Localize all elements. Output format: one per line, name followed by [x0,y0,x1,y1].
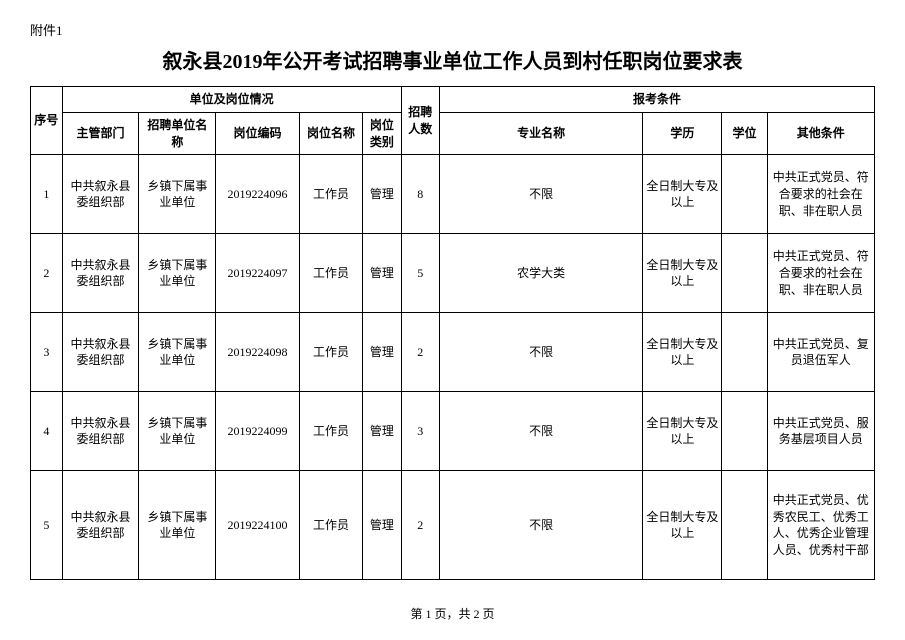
cell-seq: 4 [31,392,63,471]
cell-major: 不限 [439,155,642,234]
cell-postype: 管理 [363,471,401,580]
cell-count: 3 [401,392,439,471]
cell-major: 不限 [439,471,642,580]
cell-other: 中共正式党员、服务基层项目人员 [767,392,874,471]
cell-edu: 全日制大专及以上 [643,234,722,313]
col-seq: 序号 [31,87,63,155]
cell-count: 2 [401,313,439,392]
cell-major: 不限 [439,392,642,471]
cell-degree [722,155,767,234]
cell-seq: 2 [31,234,63,313]
col-major: 专业名称 [439,112,642,155]
cell-dept: 中共叙永县委组织部 [62,313,139,392]
cell-other: 中共正式党员、符合要求的社会在职、非在职人员 [767,234,874,313]
cell-seq: 5 [31,471,63,580]
col-edu: 学历 [643,112,722,155]
cell-dept: 中共叙永县委组织部 [62,392,139,471]
cell-major: 不限 [439,313,642,392]
cell-edu: 全日制大专及以上 [643,392,722,471]
cell-edu: 全日制大专及以上 [643,471,722,580]
cell-major: 农学大类 [439,234,642,313]
cell-unit: 乡镇下属事业单位 [139,392,216,471]
page-title: 叙永县2019年公开考试招聘事业单位工作人员到村任职岗位要求表 [30,45,875,74]
cell-postype: 管理 [363,155,401,234]
col-dept: 主管部门 [62,112,139,155]
cell-degree [722,471,767,580]
cell-degree [722,313,767,392]
cell-edu: 全日制大专及以上 [643,313,722,392]
cell-code: 2019224097 [216,234,300,313]
cell-unit: 乡镇下属事业单位 [139,155,216,234]
cell-edu: 全日制大专及以上 [643,155,722,234]
cell-seq: 1 [31,155,63,234]
cell-posname: 工作员 [299,313,362,392]
cell-code: 2019224096 [216,155,300,234]
requirements-table: 序号 单位及岗位情况 招聘人数 报考条件 主管部门 招聘单位名称 岗位编码 岗位… [30,86,875,580]
table-row: 4中共叙永县委组织部乡镇下属事业单位2019224099工作员管理3不限全日制大… [31,392,875,471]
cell-unit: 乡镇下属事业单位 [139,234,216,313]
col-count: 招聘人数 [401,87,439,155]
cell-posname: 工作员 [299,471,362,580]
cell-unit: 乡镇下属事业单位 [139,471,216,580]
cell-postype: 管理 [363,313,401,392]
cell-code: 2019224099 [216,392,300,471]
attachment-label: 附件1 [30,20,875,39]
cell-dept: 中共叙永县委组织部 [62,471,139,580]
header-group-unit: 单位及岗位情况 [62,87,401,113]
cell-code: 2019224100 [216,471,300,580]
col-postype: 岗位类别 [363,112,401,155]
cell-unit: 乡镇下属事业单位 [139,313,216,392]
cell-dept: 中共叙永县委组织部 [62,234,139,313]
cell-count: 8 [401,155,439,234]
col-other: 其他条件 [767,112,874,155]
cell-posname: 工作员 [299,392,362,471]
cell-other: 中共正式党员、符合要求的社会在职、非在职人员 [767,155,874,234]
cell-posname: 工作员 [299,234,362,313]
col-degree: 学位 [722,112,767,155]
cell-postype: 管理 [363,392,401,471]
cell-other: 中共正式党员、复员退伍军人 [767,313,874,392]
cell-other: 中共正式党员、优秀农民工、优秀工人、优秀企业管理人员、优秀村干部 [767,471,874,580]
cell-degree [722,234,767,313]
col-posname: 岗位名称 [299,112,362,155]
col-unit: 招聘单位名称 [139,112,216,155]
cell-count: 5 [401,234,439,313]
cell-count: 2 [401,471,439,580]
header-group-requirements: 报考条件 [439,87,874,113]
cell-posname: 工作员 [299,155,362,234]
table-row: 5中共叙永县委组织部乡镇下属事业单位2019224100工作员管理2不限全日制大… [31,471,875,580]
table-row: 2中共叙永县委组织部乡镇下属事业单位2019224097工作员管理5农学大类全日… [31,234,875,313]
page-footer: 第 1 页，共 2 页 [0,605,905,622]
table-row: 1中共叙永县委组织部乡镇下属事业单位2019224096工作员管理8不限全日制大… [31,155,875,234]
cell-dept: 中共叙永县委组织部 [62,155,139,234]
cell-seq: 3 [31,313,63,392]
cell-code: 2019224098 [216,313,300,392]
cell-postype: 管理 [363,234,401,313]
cell-degree [722,392,767,471]
table-row: 3中共叙永县委组织部乡镇下属事业单位2019224098工作员管理2不限全日制大… [31,313,875,392]
col-code: 岗位编码 [216,112,300,155]
